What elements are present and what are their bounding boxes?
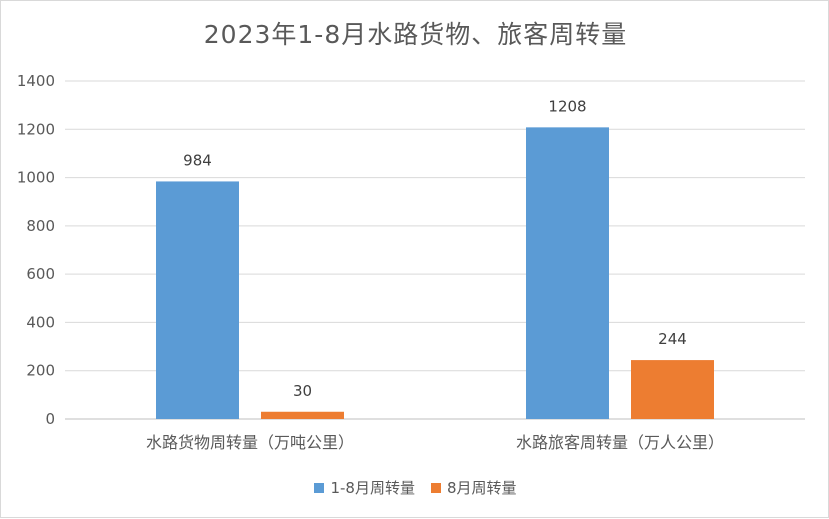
x-category-label: 水路旅客周转量（万人公里） [516, 433, 724, 452]
bar [631, 360, 714, 419]
bar [156, 181, 239, 419]
y-tick-label: 1000 [17, 169, 55, 187]
legend-swatch [314, 482, 325, 493]
legend-label: 8月周转量 [446, 479, 517, 497]
data-label: 1208 [548, 97, 586, 115]
legend-item: 1-8月周转量 [314, 477, 415, 498]
y-tick-label: 1400 [17, 72, 55, 90]
legend-label: 1-8月周转量 [330, 479, 415, 497]
x-category-label: 水路货物周转量（万吨公里） [146, 433, 354, 452]
y-tick-label: 600 [26, 265, 55, 283]
legend-item: 8月周转量 [430, 477, 517, 498]
chart-title: 2023年1-8月水路货物、旅客周转量 [203, 20, 628, 49]
legend-swatch [430, 482, 441, 493]
data-label: 30 [293, 382, 312, 400]
data-label: 984 [183, 151, 212, 169]
data-label: 244 [658, 330, 687, 348]
bar [526, 127, 609, 420]
y-tick-label: 200 [26, 362, 55, 380]
y-tick-label: 800 [26, 217, 55, 235]
y-tick-label: 1200 [17, 120, 55, 138]
y-tick-label: 0 [45, 410, 55, 428]
y-tick-label: 400 [26, 313, 55, 331]
bar [261, 411, 344, 419]
chart-legend: 1-8月周转量 8月周转量 [1, 477, 829, 498]
